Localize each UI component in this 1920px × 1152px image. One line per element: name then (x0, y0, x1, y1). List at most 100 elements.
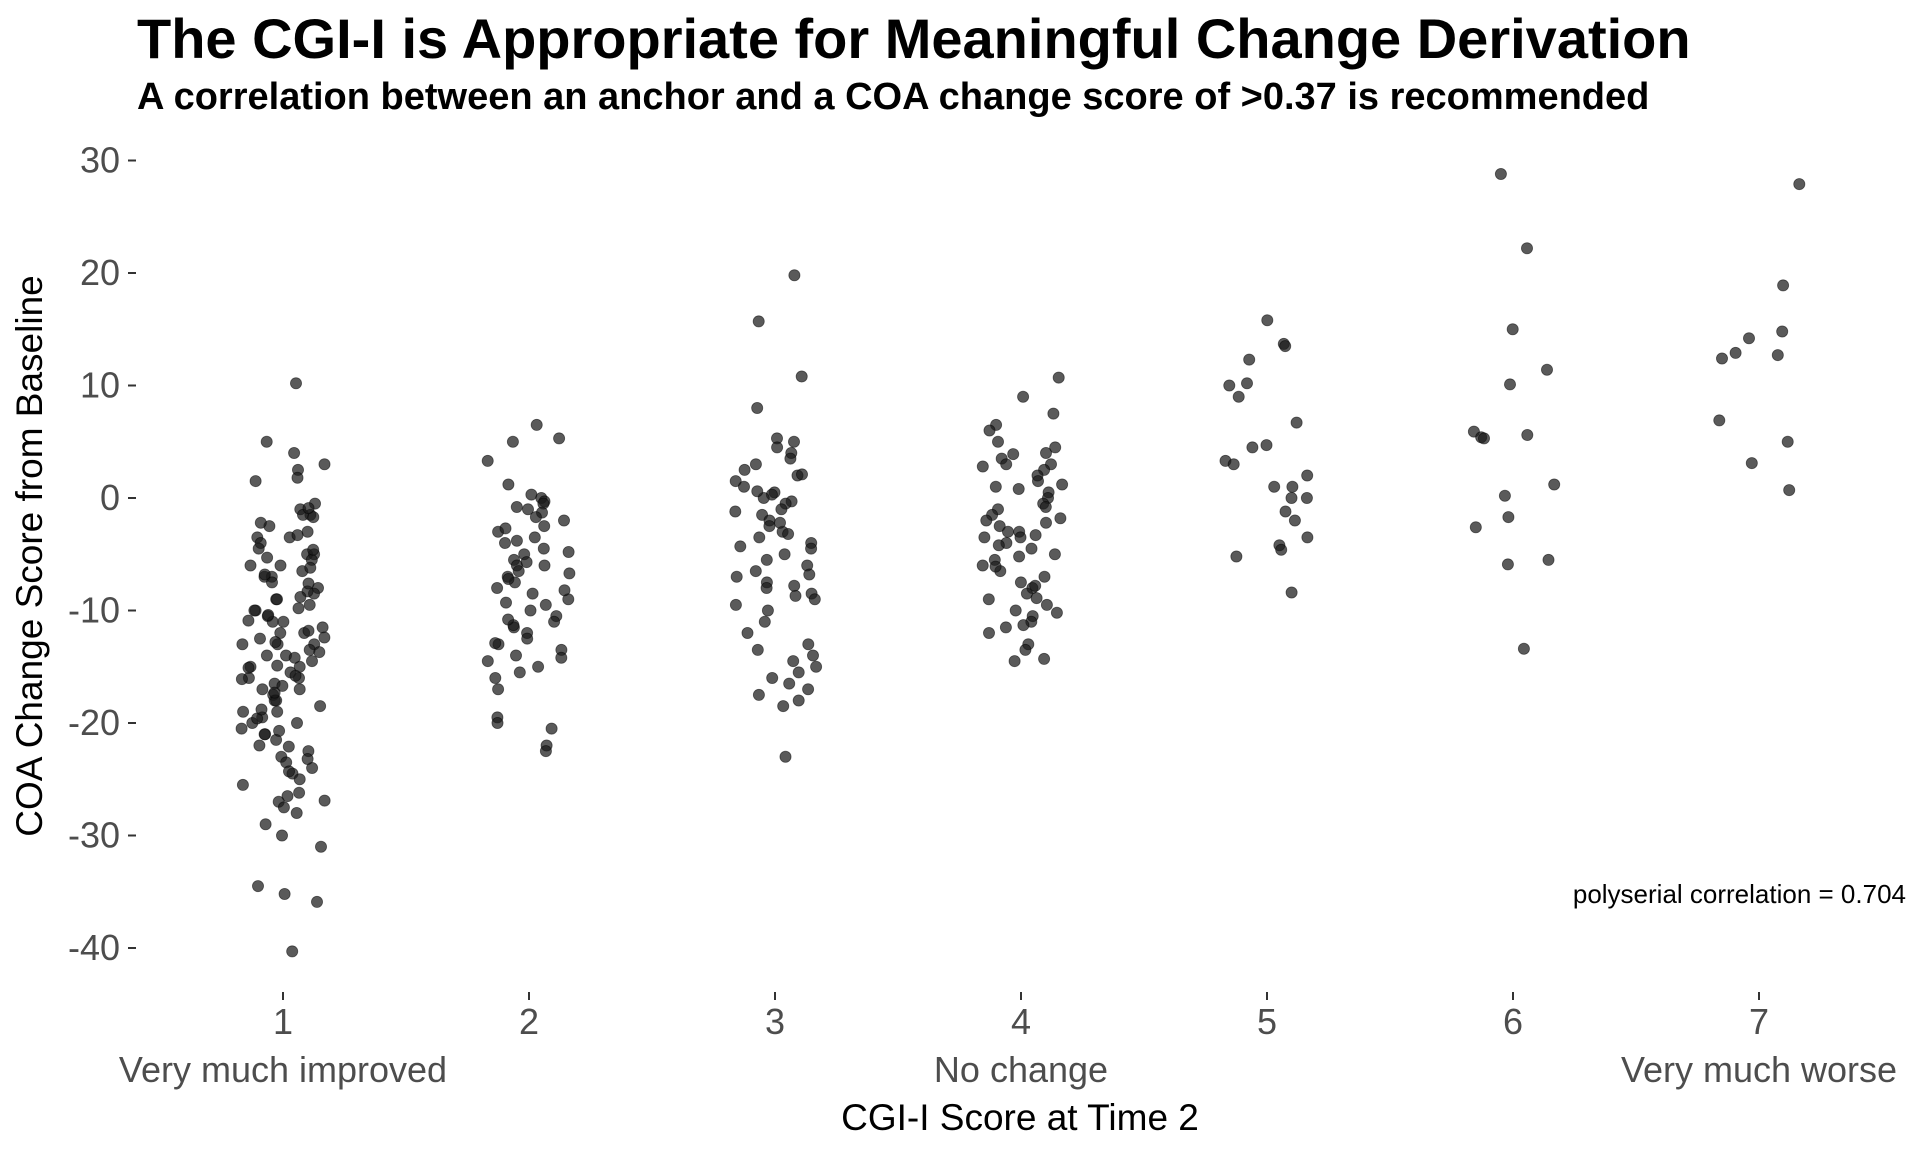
data-point (513, 666, 526, 679)
data-point (489, 672, 502, 685)
data-point (752, 688, 765, 701)
data-point (289, 377, 302, 390)
data-point (506, 435, 519, 448)
y-tick-label: -30 (68, 815, 120, 856)
data-point (774, 516, 787, 529)
data-point (807, 649, 820, 662)
x-tick-label: 3 (765, 1001, 785, 1042)
data-point (787, 655, 800, 668)
data-point (290, 717, 303, 730)
data-point (269, 636, 282, 649)
data-points (235, 167, 1806, 958)
data-point (1504, 378, 1517, 391)
data-point (253, 632, 266, 645)
data-point (1040, 598, 1053, 611)
data-point (1275, 543, 1288, 556)
data-point (1776, 325, 1789, 338)
data-point (545, 722, 558, 735)
y-axis-title: COA Change Score from Baseline (9, 275, 50, 836)
data-point (1781, 435, 1794, 448)
data-point (273, 724, 286, 737)
y-tick-label: 30 (80, 140, 120, 181)
data-point (244, 559, 257, 572)
data-point (1040, 516, 1053, 529)
data-point (802, 683, 815, 696)
data-point (302, 624, 315, 637)
data-point (1029, 529, 1042, 542)
data-point (1038, 570, 1051, 583)
data-point (502, 613, 515, 626)
data-point (314, 840, 327, 853)
data-point (521, 632, 534, 645)
y-tick-label: -20 (68, 702, 120, 743)
y-tick-label: 20 (80, 252, 120, 293)
data-point (255, 703, 268, 716)
data-point (738, 480, 751, 493)
data-point (499, 596, 512, 609)
data-point (778, 548, 791, 561)
data-point (286, 945, 299, 958)
data-point (532, 660, 545, 673)
data-point (481, 454, 494, 467)
data-point (992, 539, 1005, 552)
data-point (1000, 458, 1013, 471)
x-anchor-label: No change (934, 1049, 1108, 1090)
data-point (274, 559, 287, 572)
data-point (539, 745, 552, 758)
data-point (277, 615, 290, 628)
data-point (983, 424, 996, 437)
data-point (779, 750, 792, 763)
data-point (1038, 652, 1051, 665)
data-point (1521, 242, 1534, 255)
data-point (293, 786, 306, 799)
data-point (738, 463, 751, 476)
y-tick-label: -10 (68, 590, 120, 631)
data-point (491, 717, 504, 730)
data-point (1548, 478, 1561, 491)
data-point (281, 790, 294, 803)
data-point (1009, 604, 1022, 617)
data-point (1241, 377, 1254, 390)
data-point (302, 502, 315, 515)
data-point (729, 505, 742, 518)
data-point (235, 722, 248, 735)
data-point (1478, 432, 1491, 445)
data-point (1279, 505, 1292, 518)
data-point (758, 615, 771, 628)
data-point (782, 528, 795, 541)
data-point (751, 643, 764, 656)
data-point (275, 829, 288, 842)
data-point (795, 370, 808, 383)
data-point (304, 561, 317, 574)
data-point (558, 584, 571, 597)
data-point (268, 686, 281, 699)
data-point (278, 888, 291, 901)
data-point (729, 475, 742, 488)
data-point (1032, 475, 1045, 488)
data-point (1030, 592, 1043, 605)
data-point (1008, 655, 1021, 668)
data-point (803, 568, 816, 581)
data-point (1012, 482, 1025, 495)
data-point (1017, 390, 1030, 403)
data-point (510, 500, 523, 513)
data-point (993, 520, 1006, 533)
data-point (1007, 448, 1020, 461)
data-point (1501, 558, 1514, 571)
data-point (539, 598, 552, 611)
y-tick-label: -40 (68, 927, 120, 968)
data-point (1286, 480, 1299, 493)
data-point (562, 546, 575, 559)
data-point (563, 567, 576, 580)
data-point (276, 679, 289, 692)
data-point (481, 655, 494, 668)
data-point (313, 646, 326, 659)
data-point (270, 593, 283, 606)
data-point (730, 570, 743, 583)
data-point (520, 556, 533, 569)
data-point (810, 660, 823, 673)
data-point (1745, 457, 1758, 470)
data-point (784, 452, 797, 465)
data-point (316, 621, 329, 634)
